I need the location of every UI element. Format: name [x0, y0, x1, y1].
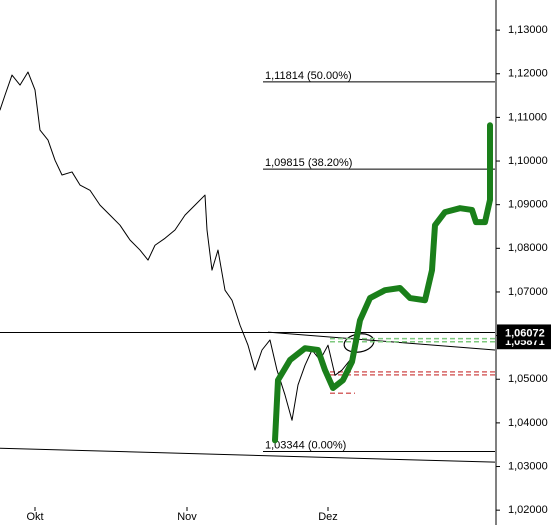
x-tick-label: Okt: [26, 511, 43, 523]
y-tick-label: 1,05000: [508, 373, 548, 385]
y-tick-label: 1,08000: [508, 242, 548, 254]
y-tick-label: 1,11000: [508, 111, 547, 123]
y-tick-label: 1,03000: [508, 460, 548, 472]
y-tick-label: 1,04000: [508, 417, 548, 429]
fib-label: 1,11814 (50.00%): [265, 70, 352, 82]
fib-label: 1,03344 (0.00%): [265, 439, 346, 451]
price-label: 1,06072: [505, 327, 545, 339]
fib-label: 1,09815 (38.20%): [265, 157, 352, 169]
trend-line: [0, 447, 496, 463]
y-tick-label: 1,07000: [508, 286, 548, 298]
y-tick-label: 1,09000: [508, 199, 548, 211]
price-label-box: [497, 324, 551, 341]
x-tick-label: Nov: [177, 511, 197, 523]
price-line: [272, 122, 493, 444]
y-tick-label: 1,10000: [508, 155, 548, 167]
price-line: [0, 71, 357, 421]
x-tick-label: Dez: [318, 511, 338, 523]
y-tick-label: 1,02000: [508, 504, 548, 516]
y-tick-label: 1,12000: [508, 68, 548, 80]
y-tick-label: 1,13000: [508, 24, 548, 36]
